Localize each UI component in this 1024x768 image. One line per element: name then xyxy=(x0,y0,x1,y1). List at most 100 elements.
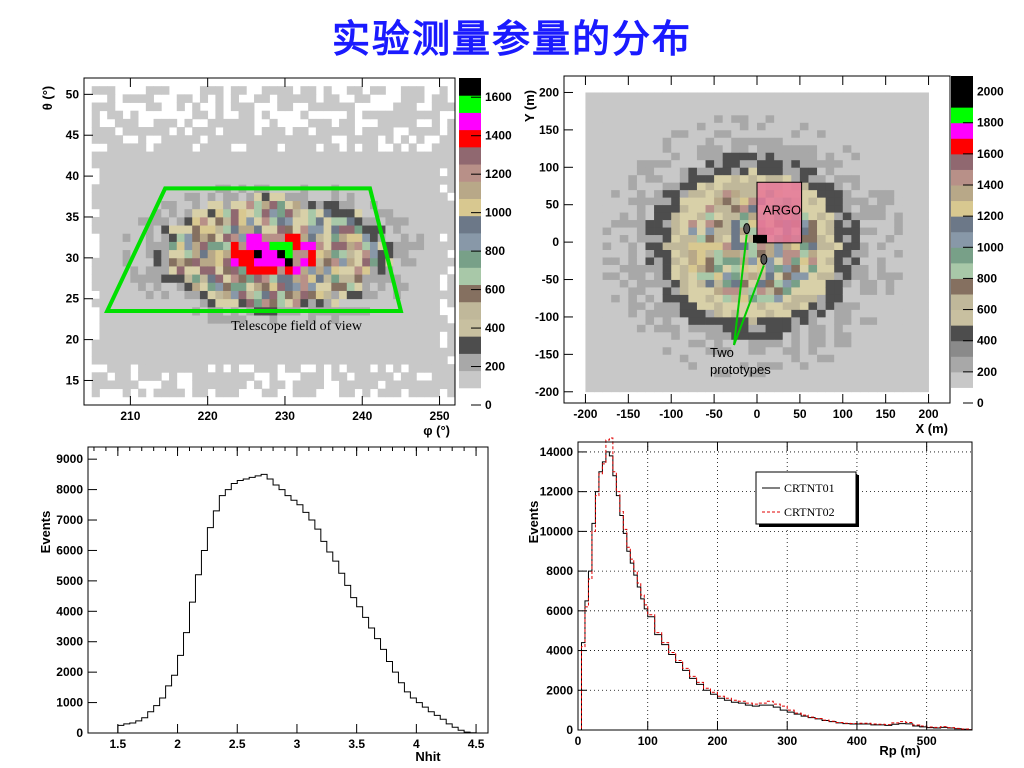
core-xy-cell xyxy=(919,122,929,131)
theta-phi-cell xyxy=(292,225,301,234)
theta-phi-cell xyxy=(145,151,154,161)
theta-phi-cell xyxy=(153,143,162,152)
core-xy-cell xyxy=(739,174,749,183)
core-xy-cell xyxy=(851,384,861,393)
theta-phi-cell xyxy=(238,331,247,340)
theta-phi-cell xyxy=(261,282,270,291)
core-xy-cell xyxy=(602,294,612,303)
theta-phi-cell xyxy=(331,159,340,169)
core-xy-cell xyxy=(714,219,724,228)
theta-phi-cell xyxy=(292,380,301,390)
core-xy-cell xyxy=(688,174,698,183)
theta-phi-cell xyxy=(161,339,170,349)
core-xy-cell xyxy=(894,361,904,370)
theta-phi-cell xyxy=(416,388,425,398)
core-xy-cell xyxy=(808,301,818,310)
theta-phi-cell xyxy=(254,298,263,308)
core-xy-cell xyxy=(902,137,912,146)
theta-phi-cell xyxy=(199,151,209,161)
core-xy-cell xyxy=(911,234,921,243)
core-xy-cell xyxy=(825,92,835,101)
core-xy-cell xyxy=(765,137,775,146)
core-xy-cell xyxy=(679,182,689,191)
core-xy-cell xyxy=(731,204,741,213)
core-xy-cell xyxy=(799,384,809,393)
theta-phi-cell xyxy=(199,94,209,103)
theta-phi-cell xyxy=(300,225,309,234)
theta-phi-cell xyxy=(300,339,309,349)
core-xy-cell xyxy=(731,212,741,221)
core-xy-cell xyxy=(714,152,724,161)
core-xy-cell xyxy=(671,189,681,198)
core-xy-cell xyxy=(757,354,766,363)
core-xy-cell xyxy=(851,264,861,273)
core-xy-cell xyxy=(688,137,698,146)
theta-phi-cell xyxy=(439,225,448,234)
core-xy-cell xyxy=(911,316,921,325)
theta-phi-cell xyxy=(354,233,363,242)
core-xy-cell xyxy=(671,384,681,393)
core-xy-cell xyxy=(877,137,887,146)
theta-phi-cell xyxy=(145,290,154,300)
core-xy-colorbar-swatch xyxy=(951,309,973,326)
core-xy-cell xyxy=(619,114,629,123)
theta-phi-cell xyxy=(215,388,224,398)
core-xy-cell xyxy=(817,384,827,393)
core-xy-cell xyxy=(919,324,929,333)
theta-phi-cell xyxy=(315,216,325,226)
core-xy-cell xyxy=(851,242,861,251)
core-xy-cell xyxy=(679,174,689,183)
core-xy-cell xyxy=(722,99,732,108)
theta-phi-cell xyxy=(346,380,355,390)
theta-phi-cell xyxy=(230,225,239,234)
theta-phi-cell xyxy=(238,110,247,120)
theta-phi-cell xyxy=(400,266,410,275)
theta-phi-cell xyxy=(277,290,286,300)
theta-phi-cell xyxy=(176,151,185,161)
core-xy-cell xyxy=(817,129,827,138)
core-xy-cell xyxy=(808,294,818,303)
core-xy-cell xyxy=(654,272,664,280)
theta-phi-cell xyxy=(138,135,147,144)
core-xy-cell xyxy=(911,144,921,153)
core-xy-cell xyxy=(859,234,869,243)
core-xy-cell xyxy=(791,107,801,116)
theta-phi-cell xyxy=(153,290,162,300)
theta-phi-cell xyxy=(246,233,255,242)
theta-phi-cell xyxy=(192,200,201,210)
theta-phi-cell xyxy=(369,225,379,234)
theta-phi-cell xyxy=(114,331,124,340)
theta-phi-cell xyxy=(269,298,278,308)
theta-phi-cell xyxy=(176,102,185,112)
core-xy-cell xyxy=(696,167,706,176)
theta-phi-cell xyxy=(362,315,371,324)
page-title: 实验测量参量的分布 xyxy=(331,17,692,61)
core-xy-cell xyxy=(885,197,895,206)
theta-phi-cell xyxy=(377,176,386,185)
theta-phi-cell xyxy=(223,274,232,283)
core-xy-cell xyxy=(696,159,706,168)
theta-phi-cell xyxy=(385,355,394,365)
core-xy-colorbar-swatch xyxy=(951,371,973,388)
theta-phi-cell xyxy=(400,331,410,340)
theta-phi-cell xyxy=(331,127,340,136)
theta-phi-cell xyxy=(377,266,386,275)
theta-phi-cell xyxy=(300,110,309,120)
core-xy-cell xyxy=(842,294,852,303)
theta-phi-cell xyxy=(284,233,294,242)
core-xy-cell xyxy=(594,182,603,191)
theta-phi-cell xyxy=(284,298,294,308)
core-xy-cell xyxy=(679,197,689,206)
theta-phi-cell xyxy=(169,225,178,234)
core-xy-cell xyxy=(722,219,732,228)
theta-phi-cell xyxy=(254,167,263,177)
theta-phi-cell xyxy=(408,347,417,357)
theta-phi-cell xyxy=(416,380,425,390)
theta-phi-cell xyxy=(184,225,193,234)
theta-phi-cell xyxy=(354,249,363,259)
core-xy-cell xyxy=(877,309,887,318)
core-xy-cell xyxy=(705,339,715,348)
theta-phi-cell xyxy=(254,315,263,324)
core-xy-cell xyxy=(696,331,706,340)
core-xy-cell xyxy=(842,219,852,228)
